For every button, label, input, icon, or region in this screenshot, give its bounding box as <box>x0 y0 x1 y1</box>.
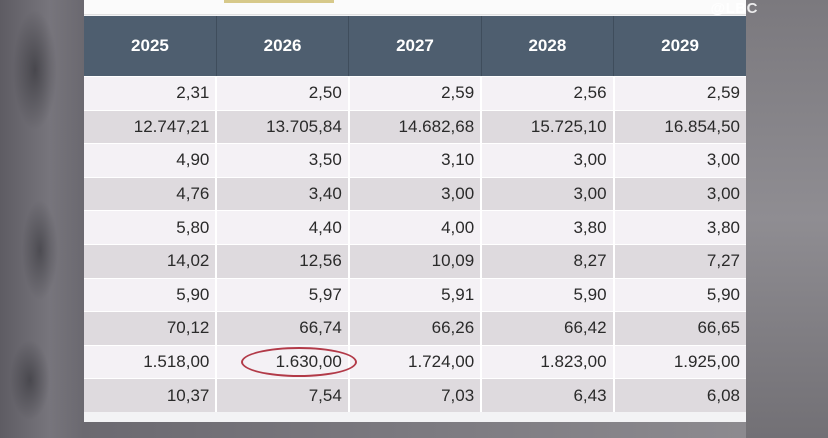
background-right <box>746 0 828 438</box>
table-cell: 5,97 <box>215 277 349 312</box>
table-cell: 3,80 <box>480 210 614 245</box>
table-row: 5,90 5,97 5,91 5,90 5,90 <box>84 277 746 312</box>
table-cell: 3,10 <box>347 143 482 178</box>
table-cell: 3,50 <box>215 143 349 178</box>
table-cell: 12.747,21 <box>84 109 217 144</box>
table-cell: 4,00 <box>347 210 482 245</box>
table-cell: 2,59 <box>347 76 482 111</box>
table-cell: 10,09 <box>347 243 482 279</box>
table-cell: 7,54 <box>215 378 349 412</box>
table-cell: 13.705,84 <box>215 109 349 144</box>
channel-watermark: @LBC <box>710 0 758 17</box>
table-cell: 5,90 <box>84 277 217 312</box>
highlighted-value: 1.630,00 <box>275 352 342 372</box>
table-cell: 66,65 <box>612 311 746 346</box>
table-cell: 4,40 <box>215 210 349 245</box>
table-cell: 7,03 <box>347 378 482 412</box>
table-cell: 3,00 <box>480 143 614 178</box>
table-cell: 2,59 <box>612 76 746 111</box>
table-row: 10,37 7,54 7,03 6,43 6,08 <box>84 378 746 412</box>
table-cell: 7,27 <box>612 243 746 279</box>
table-cell: 5,91 <box>347 277 482 312</box>
table-cell: 3,00 <box>612 176 746 211</box>
table-row: 70,12 66,74 66,26 66,42 66,65 <box>84 311 746 346</box>
table-row: 5,80 4,40 4,00 3,80 3,80 <box>84 210 746 245</box>
table-cell: 2,31 <box>84 76 217 111</box>
table-cell: 5,90 <box>612 277 746 312</box>
table-cell: 8,27 <box>480 243 614 279</box>
table-cell: 1.630,00 <box>215 344 358 379</box>
table-cell: 16.854,50 <box>612 109 746 144</box>
table-row: 4,90 3,50 3,10 3,00 3,00 <box>84 143 746 178</box>
table-cell: 14.682,68 <box>347 109 482 144</box>
table-cell: 66,74 <box>215 311 349 346</box>
table-cell: 10,37 <box>84 378 217 412</box>
table-cell: 2,50 <box>215 76 349 111</box>
background-audience <box>0 0 84 438</box>
table-cell: 5,80 <box>84 210 217 245</box>
highlight-circle <box>241 346 358 377</box>
table-cell: 15.725,10 <box>480 109 614 144</box>
table-cell: 1.823,00 <box>480 344 614 379</box>
table-cell: 2,56 <box>480 76 614 111</box>
table-cell: 70,12 <box>84 311 217 346</box>
table-cell: 3,80 <box>612 210 746 245</box>
table-cell: 66,42 <box>480 311 614 346</box>
column-header: 2027 <box>348 16 482 77</box>
slide-top-accent <box>224 0 334 3</box>
table-cell: 5,90 <box>480 277 614 312</box>
column-header: 2025 <box>84 16 217 77</box>
table-row: 14,02 12,56 10,09 8,27 7,27 <box>84 243 746 279</box>
table-cell: 1.925,00 <box>612 344 746 379</box>
table-header-row: 2025 2026 2027 2028 2029 <box>84 16 746 77</box>
projection-slide: 2025 2026 2027 2028 2029 2,31 2,50 2,59 2,5… <box>84 0 746 422</box>
table-cell: 3,40 <box>215 176 349 211</box>
table-cell: 6,43 <box>480 378 614 412</box>
table-cell: 66,26 <box>347 311 482 346</box>
table-cell: 3,00 <box>480 176 614 211</box>
table-row: 4,76 3,40 3,00 3,00 3,00 <box>84 176 746 211</box>
table-cell: 4,90 <box>84 143 217 178</box>
table-row: 2,31 2,50 2,59 2,56 2,59 <box>84 76 746 111</box>
table-cell: 3,00 <box>347 176 482 211</box>
table-cell: 6,08 <box>612 378 746 412</box>
column-header: 2026 <box>215 16 349 77</box>
table-cell: 3,00 <box>612 143 746 178</box>
column-header: 2028 <box>480 16 614 77</box>
forecast-table: 2025 2026 2027 2028 2029 2,31 2,50 2,59 2,5… <box>84 16 746 412</box>
table-cell: 1.724,00 <box>347 344 482 379</box>
forecast-table-container: 2025 2026 2027 2028 2029 2,31 2,50 2,59 2,5… <box>84 16 746 412</box>
table-cell: 12,56 <box>215 243 349 279</box>
table-row: 12.747,21 13.705,84 14.682,68 15.725,10 16.8… <box>84 109 746 144</box>
table-cell: 14,02 <box>84 243 217 279</box>
column-header: 2029 <box>613 16 746 77</box>
table-cell: 4,76 <box>84 176 217 211</box>
table-cell: 1.518,00 <box>84 344 217 379</box>
table-row: 1.518,00 1.630,00 1.724,00 1.823,00 1.925,00 <box>84 344 746 379</box>
slide-top-strip <box>84 0 746 15</box>
